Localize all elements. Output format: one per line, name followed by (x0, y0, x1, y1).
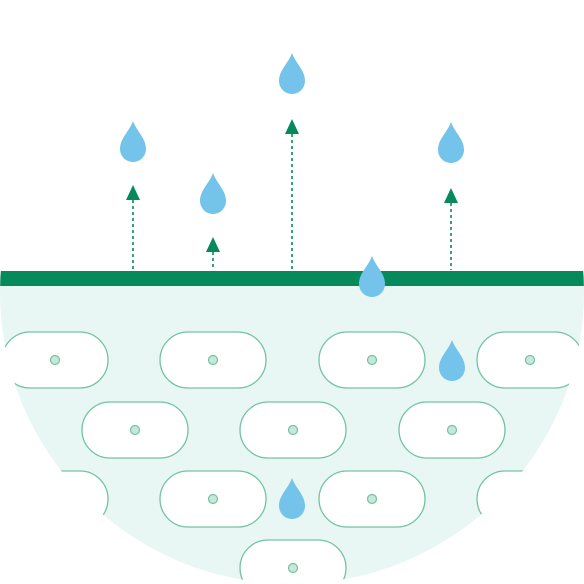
cell-nucleus (366, 493, 378, 505)
cell-nucleus (287, 562, 299, 574)
cell-body (1, 470, 109, 528)
cell-nucleus (49, 354, 61, 366)
cell-nucleus (207, 493, 219, 505)
skin-surface-membrane (0, 271, 584, 286)
cell (239, 539, 347, 584)
cell-nucleus (207, 354, 219, 366)
cell (239, 401, 347, 459)
cell-nucleus (446, 424, 458, 436)
cell-body (239, 539, 347, 584)
water-droplet-icon (200, 173, 226, 214)
cell (318, 470, 426, 528)
water-droplet-icon (279, 478, 305, 519)
cell-nucleus (287, 424, 299, 436)
water-droplet-icon (359, 256, 385, 297)
water-droplet-icon (438, 122, 464, 163)
cell-nucleus (129, 424, 141, 436)
upward-arrow-icon (285, 119, 299, 270)
water-droplet-icon (120, 121, 146, 162)
cell (81, 401, 189, 459)
cell (1, 470, 109, 528)
cell (398, 401, 506, 459)
cell-nucleus (366, 354, 378, 366)
upward-arrow-icon (126, 185, 140, 270)
cell (1, 331, 109, 389)
cell (476, 470, 584, 528)
cell (476, 331, 584, 389)
cell-nucleus (524, 354, 536, 366)
upward-arrow-icon (444, 188, 458, 270)
cell (159, 331, 267, 389)
water-droplet-icon (439, 340, 465, 381)
water-droplet-icon (279, 53, 305, 94)
cell-body (476, 470, 584, 528)
cell (159, 470, 267, 528)
cell (318, 331, 426, 389)
upward-arrow-icon (206, 237, 220, 270)
